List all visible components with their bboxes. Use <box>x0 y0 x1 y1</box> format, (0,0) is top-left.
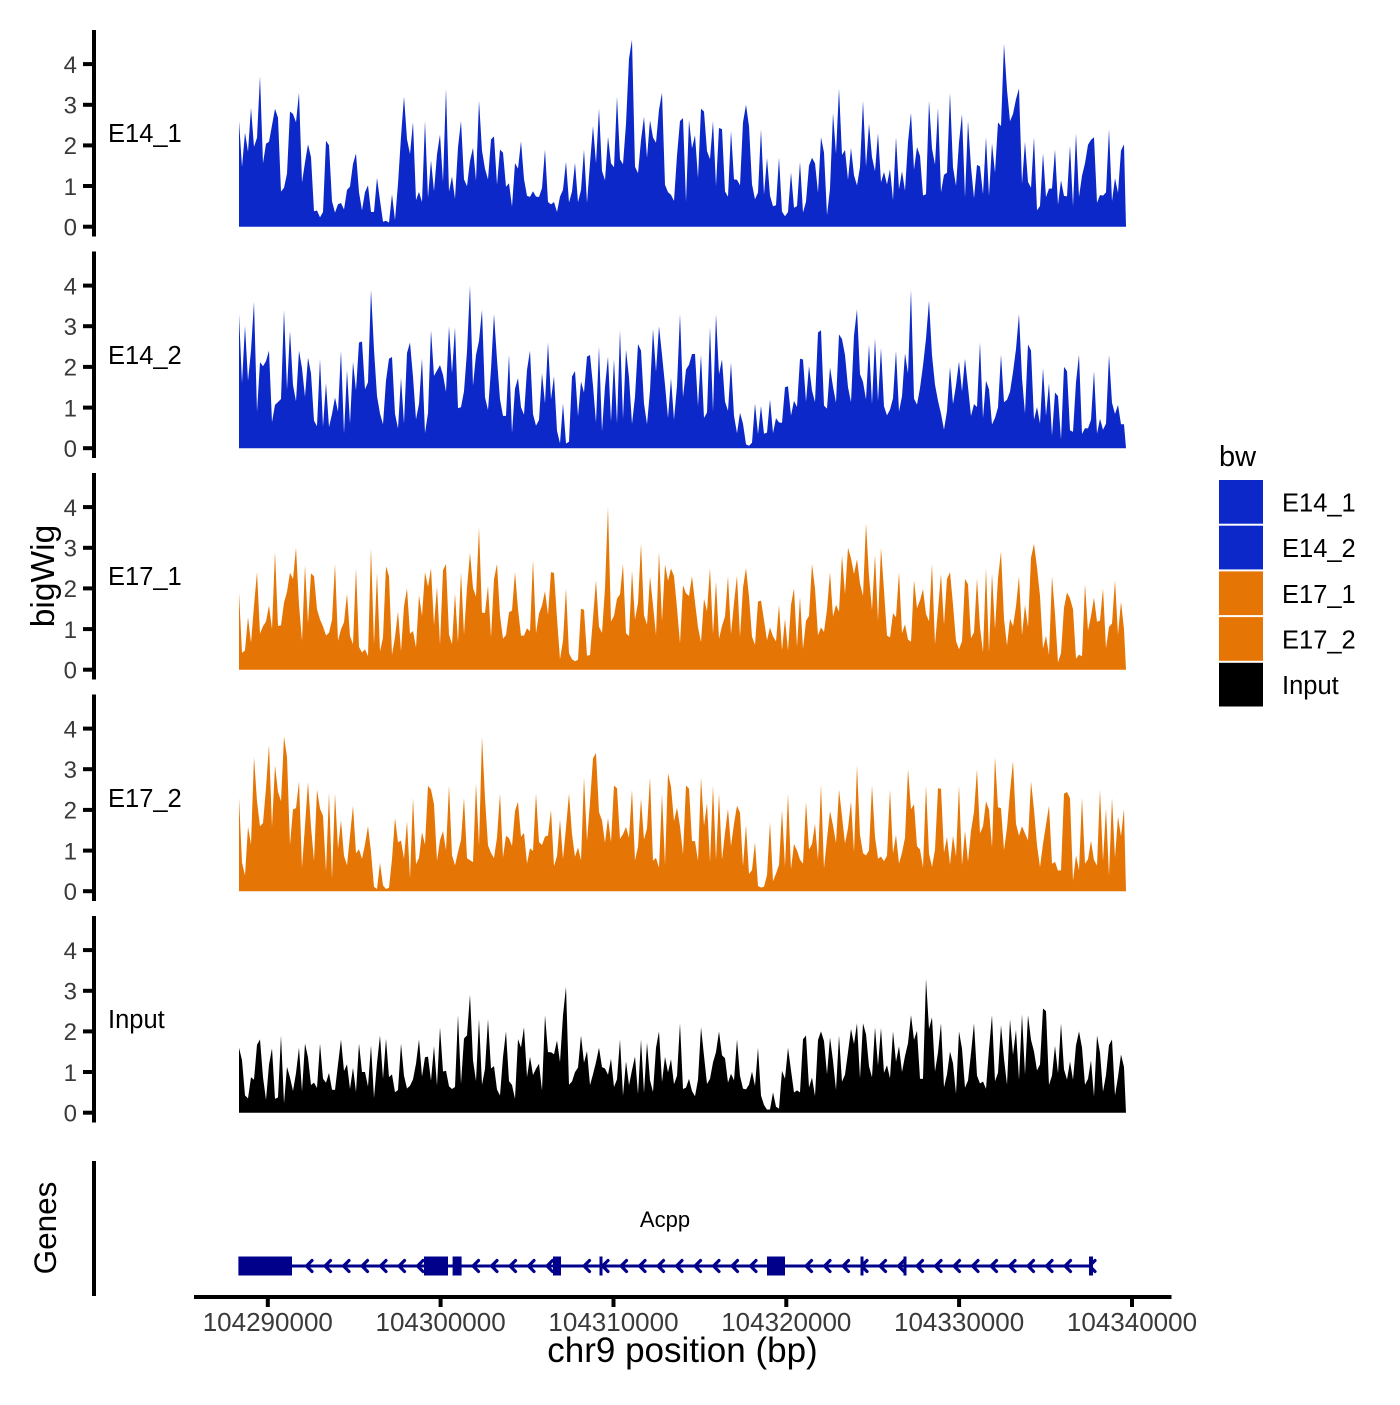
svg-text:E17_2: E17_2 <box>108 785 182 813</box>
svg-text:1: 1 <box>64 174 77 201</box>
svg-text:chr9 position (bp): chr9 position (bp) <box>547 1331 817 1370</box>
svg-text:104320000: 104320000 <box>721 1307 851 1337</box>
svg-text:bw: bw <box>1219 441 1257 473</box>
svg-text:3: 3 <box>64 93 77 120</box>
svg-text:E17_2: E17_2 <box>1282 627 1356 655</box>
svg-text:3: 3 <box>64 536 77 563</box>
svg-text:2: 2 <box>64 576 77 603</box>
svg-text:bigWig: bigWig <box>25 525 62 627</box>
svg-text:Input: Input <box>108 1006 165 1034</box>
svg-text:3: 3 <box>64 314 77 341</box>
svg-text:104300000: 104300000 <box>376 1307 506 1337</box>
svg-text:0: 0 <box>64 879 77 906</box>
svg-text:0: 0 <box>64 1101 77 1128</box>
svg-text:3: 3 <box>64 757 77 784</box>
svg-text:4: 4 <box>64 273 77 300</box>
svg-text:2: 2 <box>64 1019 77 1046</box>
svg-text:0: 0 <box>64 215 77 242</box>
svg-text:Input: Input <box>1282 672 1339 700</box>
svg-text:3: 3 <box>64 979 77 1006</box>
svg-text:1: 1 <box>64 838 77 865</box>
svg-text:E14_1: E14_1 <box>108 120 182 148</box>
svg-text:1: 1 <box>64 1060 77 1087</box>
svg-text:E17_1: E17_1 <box>1282 581 1356 609</box>
svg-text:2: 2 <box>64 798 77 825</box>
svg-text:104340000: 104340000 <box>1067 1307 1197 1337</box>
svg-text:4: 4 <box>64 938 77 965</box>
svg-text:4: 4 <box>64 52 77 79</box>
svg-text:104310000: 104310000 <box>548 1307 678 1337</box>
svg-text:0: 0 <box>64 436 77 463</box>
svg-text:104290000: 104290000 <box>203 1307 333 1337</box>
svg-text:E14_2: E14_2 <box>1282 535 1356 563</box>
svg-text:4: 4 <box>64 495 77 522</box>
svg-text:E14_1: E14_1 <box>1282 489 1356 517</box>
svg-text:2: 2 <box>64 355 77 382</box>
svg-text:4: 4 <box>64 716 77 743</box>
svg-text:1: 1 <box>64 395 77 422</box>
svg-text:E14_2: E14_2 <box>108 342 182 370</box>
svg-text:0: 0 <box>64 658 77 685</box>
svg-text:2: 2 <box>64 133 77 160</box>
svg-text:E17_1: E17_1 <box>108 563 182 591</box>
svg-text:Acpp: Acpp <box>640 1207 690 1232</box>
svg-text:Genes: Genes <box>27 1182 63 1275</box>
svg-text:104330000: 104330000 <box>894 1307 1024 1337</box>
svg-text:1: 1 <box>64 617 77 644</box>
